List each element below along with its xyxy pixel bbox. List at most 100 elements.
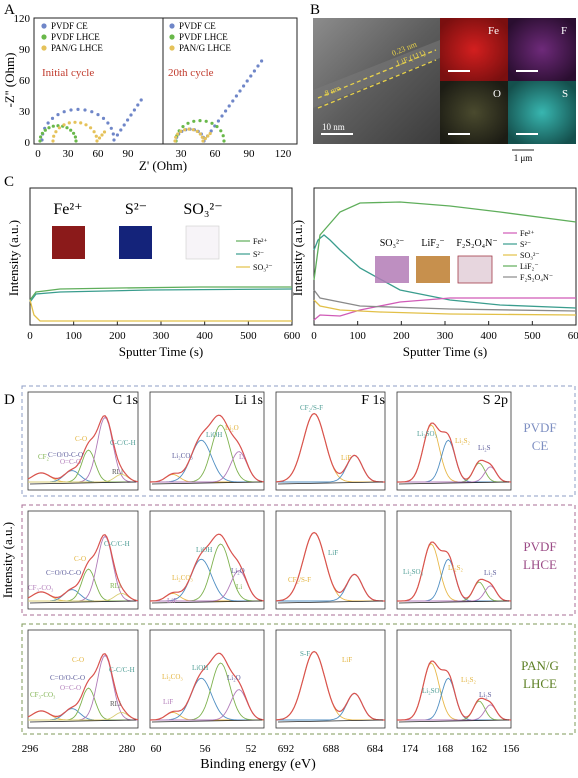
d-row1-label-a: PVDF [523,420,556,435]
a-legend-marker-lhce [41,34,47,40]
d-peak-label: LiOH [192,664,208,672]
c-xtick-label: 600 [568,330,578,342]
a-ce-point-20 [242,84,246,88]
d-row2-label-a: PVDF [523,539,556,554]
d-component-peak [150,451,265,483]
a-pan-point-20 [173,139,177,143]
d-row2-frame [21,504,576,616]
a-lhce-point-20 [204,119,208,123]
c-cube-lif2 [416,256,450,283]
c-xtick-label: 200 [109,330,126,342]
a-xtick-r0: 30 [176,148,188,160]
tem-dash-1 [317,49,437,99]
a-ce-point-20 [238,89,242,93]
a-ce-point-20 [224,109,228,113]
c-ion-right-so3: SO₃²⁻ [380,238,405,249]
d-peak-label: LiF [167,597,177,605]
map-fe-label: Fe [488,25,499,37]
panel-a-eis: 0 30 60 90 120 -Z'' (Ohm) 0 30 60 90 30 … [2,13,298,173]
c-xtick-label: 0 [27,330,33,342]
a-legend2-lhce: PVDF LHCE [179,32,228,42]
d-peak-label: S-F [300,650,310,658]
d-xt-li-1: 56 [200,743,212,755]
c-ion-right-lif2: LiF₂⁻ [421,238,444,249]
a-lhce-point-20 [198,119,202,123]
c-depth-profiles [29,201,577,322]
d-col-c1s: C 1s [113,393,138,408]
d-row3-frame [21,623,576,735]
d-xt-c-2: 280 [119,743,136,755]
d-xt-c-0: 296 [22,743,39,755]
a-left-legend: PVDF CE PVDF LHCE PAN/G LHCE [41,21,103,53]
d-xt-f-0: 692 [278,743,295,755]
d-peak-label: C-C/C-H [104,540,130,548]
a-pan-point-20 [195,129,199,133]
d-peak-label: Li₂CO₃ [162,673,183,681]
d-peak-label: Li₂SO₃ [422,687,443,695]
a-lhce-point-20 [215,125,219,129]
a-ce-point [112,138,116,142]
d-peak-label: Li₂S₂ [461,676,477,684]
a-pan-point-20 [201,139,205,143]
d-xt-s-0: 174 [402,743,419,755]
a-ce-point-20 [227,104,231,108]
c-xtick-label: 100 [65,330,82,342]
a-ce-point [69,108,73,112]
d-background [277,719,384,723]
d-envelope [275,650,385,721]
a-pan-point [100,133,104,137]
a-pan-point [95,139,99,143]
a-lhce-point-20 [181,125,185,129]
a-20th-cycle: 20th cycle [168,67,214,79]
map-scale-legend: 1 μm [514,153,533,163]
a-pan-point [62,123,66,127]
a-pan-point [52,134,56,138]
d-peak-label: C-O [72,656,84,664]
c-right-so3-curve [313,299,577,316]
a-lhce-point [38,139,42,143]
a-initial-cycle: Initial cycle [42,67,94,79]
a-legend-lhce: PVDF LHCE [51,32,100,42]
d-subplot-frame [27,391,139,491]
a-xtick-l3: 90 [123,148,135,160]
a-ce-point-20 [216,119,220,123]
d-envelope [397,660,512,721]
a-pan-point [57,126,62,130]
map-o-label: O [493,88,501,100]
a-pan-point [84,123,88,127]
c-cube-so3 [185,225,220,260]
d-peak-label: Li [239,453,245,461]
c-xtick-label: 300 [153,330,170,342]
d-background [151,719,263,723]
c-rleg-s: S²⁻ [520,240,531,249]
d-peak-label: Li₂CO₃ [172,452,193,460]
d-component-peak [397,581,511,602]
c-cube-fe [52,226,85,259]
a-pan-point [89,126,93,130]
d-envelope [27,653,139,721]
d-row1-label-b: CE [532,438,549,453]
c-xtick-label: 500 [524,330,541,342]
d-peak-label: Li₂O [231,567,245,575]
a-ce-point [90,110,94,114]
d-background [151,481,263,485]
d-peak-label: Li₂O [225,424,239,432]
a-ce-point-20 [252,69,256,73]
d-peak-label: LiF [342,656,352,664]
d-peak-label: Li₂S [479,691,492,699]
d-envelope [275,531,385,602]
a-legend2-ce: PVDF CE [179,21,216,31]
d-peak-label: RLi [110,700,121,708]
c-cube-f2s2o4n [457,255,493,284]
c-xticks: 0 100 200 300 400 500 600 0 100 200 300 400 500 600 [27,321,578,342]
d-background [398,481,510,485]
c-xtick-label: 400 [480,330,497,342]
a-ce-point [109,126,113,130]
d-component-peak [150,570,265,602]
a-ce-point [132,108,136,112]
a-ce-point-20 [220,114,224,118]
a-lhce-point [39,135,43,139]
a-pan-point-20 [187,127,191,131]
a-ce-point [46,121,50,125]
d-peak-label: LiF [341,454,351,462]
